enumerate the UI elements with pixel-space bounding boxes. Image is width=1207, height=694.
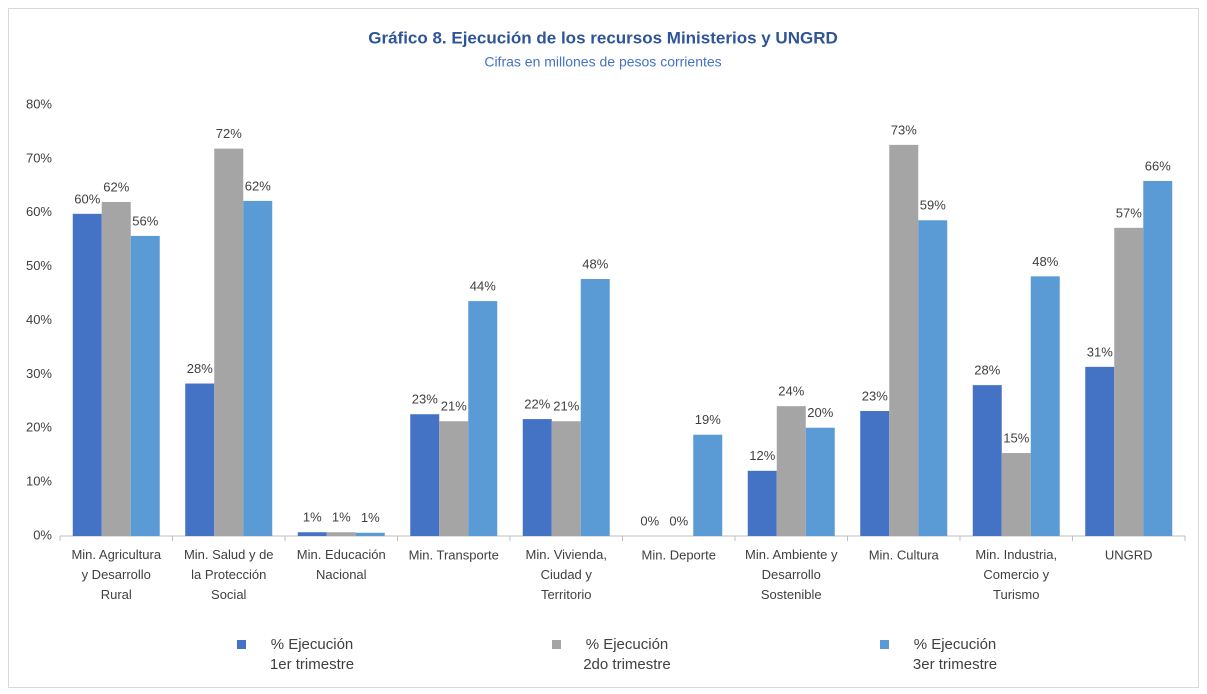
data-label: 1% <box>361 510 380 525</box>
bar <box>410 414 440 536</box>
chart-subtitle: Cifras en millones de pesos corrientes <box>484 54 721 70</box>
data-label: 48% <box>582 256 608 271</box>
data-label: 62% <box>103 179 129 194</box>
bar <box>130 235 160 536</box>
data-label: 20% <box>807 405 833 420</box>
x-tick-label: Min. Salud y de la Protección Social <box>184 547 274 602</box>
x-tick-label: Min. Ambiente y Desarrollo Sostenible <box>745 547 838 602</box>
x-tick-label: Min. Transporte <box>409 547 499 562</box>
data-label: 24% <box>778 384 804 399</box>
bar <box>551 421 581 536</box>
data-label: 28% <box>187 361 213 376</box>
data-label: 22% <box>524 397 550 412</box>
x-tick-label: Min. Cultura <box>869 547 940 562</box>
legend-label: % Ejecución 1er trimestre <box>270 636 354 673</box>
bar <box>918 220 948 537</box>
y-tick-label: 70% <box>26 150 52 165</box>
data-label: 56% <box>132 213 158 228</box>
y-tick-label: 30% <box>26 366 52 381</box>
data-label: 15% <box>1003 430 1029 445</box>
bar <box>747 470 777 536</box>
data-label: 1% <box>303 510 322 525</box>
bar <box>1114 227 1144 536</box>
bar <box>326 532 356 536</box>
y-tick-label: 0% <box>33 527 52 542</box>
x-tick-label: Min. Educación Nacional <box>297 547 386 582</box>
data-label: 21% <box>553 399 579 414</box>
data-label: 12% <box>749 448 775 463</box>
bar <box>805 427 835 536</box>
data-label: 59% <box>920 198 946 213</box>
x-tick-label: Min. Industria, Comercio y Turismo <box>975 547 1057 602</box>
bar <box>580 279 610 536</box>
bar <box>355 532 385 536</box>
data-label: 44% <box>470 279 496 294</box>
legend-marker <box>880 640 889 649</box>
y-tick-label: 40% <box>26 312 52 327</box>
bar <box>185 383 215 536</box>
data-label: 31% <box>1087 344 1113 359</box>
y-tick-label: 80% <box>26 96 52 111</box>
y-tick-label: 60% <box>26 204 52 219</box>
bar <box>972 385 1002 536</box>
bar <box>243 200 273 536</box>
bar <box>439 421 469 536</box>
data-label: 23% <box>412 392 438 407</box>
y-tick-label: 50% <box>26 258 52 273</box>
data-label: 57% <box>1116 205 1142 220</box>
bar <box>72 213 102 536</box>
bar <box>889 144 919 536</box>
bar <box>1030 276 1060 536</box>
data-label: 19% <box>695 412 721 427</box>
y-tick-label: 20% <box>26 420 52 435</box>
data-label: 73% <box>891 122 917 137</box>
x-tick-label: Min. Agricultura y Desarrollo Rural <box>71 547 161 602</box>
data-label: 1% <box>332 510 351 525</box>
x-tick-label: Min. Deporte <box>642 547 716 562</box>
legend-label: % Ejecución 3er trimestre <box>913 636 997 673</box>
bar <box>693 434 723 536</box>
data-label: 66% <box>1145 158 1171 173</box>
legend-marker <box>552 640 561 649</box>
bar <box>860 411 890 536</box>
bar <box>468 301 498 536</box>
bar <box>1085 366 1115 536</box>
data-label: 21% <box>441 399 467 414</box>
y-tick-label: 10% <box>26 474 52 489</box>
bar <box>776 406 806 536</box>
x-tick-label: Min. Vivienda, Ciudad y Territorio <box>526 547 607 602</box>
data-label: 62% <box>245 178 271 193</box>
data-label: 72% <box>216 126 242 141</box>
bar <box>101 201 131 536</box>
data-label: 0% <box>669 513 688 528</box>
bar <box>297 532 327 536</box>
data-label: 0% <box>640 513 659 528</box>
chart-title: Gráfico 8. Ejecución de los recursos Min… <box>368 28 838 47</box>
bar <box>214 148 244 537</box>
data-label: 48% <box>1032 254 1058 269</box>
legend-label: % Ejecución 2do trimestre <box>583 636 671 673</box>
x-tick-label: UNGRD <box>1105 547 1153 562</box>
legend-marker <box>237 640 246 649</box>
bar <box>1143 180 1173 536</box>
bar <box>522 419 552 536</box>
data-label: 28% <box>974 363 1000 378</box>
data-label: 60% <box>74 191 100 206</box>
data-label: 23% <box>862 388 888 403</box>
bar <box>1001 453 1031 536</box>
